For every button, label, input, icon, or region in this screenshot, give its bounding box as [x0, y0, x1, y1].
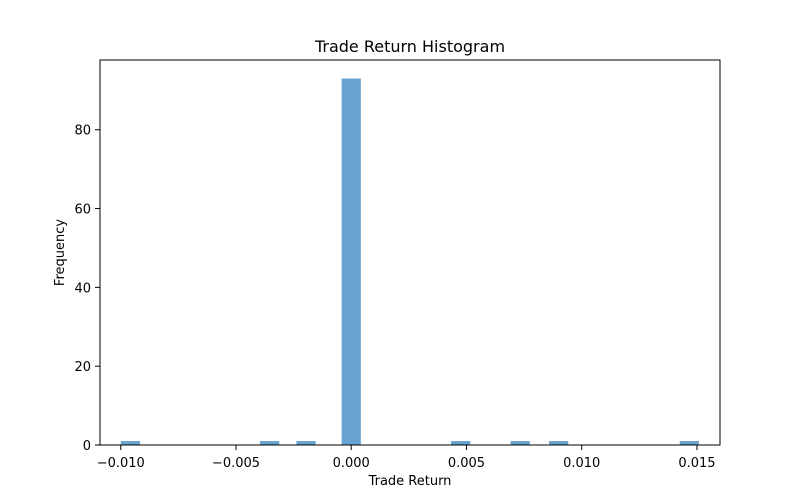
x-tick-label-0: −0.010: [97, 456, 145, 471]
x-tick-label-4: 0.010: [563, 456, 600, 471]
histogram-bar-4: [451, 441, 471, 445]
histogram-bar-7: [679, 441, 699, 445]
x-tick-label-1: −0.005: [212, 456, 260, 471]
x-axis-label: Trade Return: [368, 474, 452, 489]
x-tick-label-3: 0.005: [448, 456, 485, 471]
y-tick-label-0: 0: [83, 439, 91, 454]
histogram-bar-1: [260, 441, 280, 445]
y-tick-label-4: 80: [74, 124, 91, 139]
y-axis-label: Frequency: [53, 219, 68, 286]
y-tick-label-1: 20: [74, 360, 91, 375]
y-axis: 0 20 40 60 80: [74, 124, 100, 454]
plot-frame: [99, 59, 721, 446]
histogram-bar-6: [549, 441, 569, 445]
x-tick-label-2: 0.000: [333, 456, 370, 471]
x-axis: −0.010 −0.005 0.000 0.005 0.010 0.015: [97, 445, 716, 471]
bars-group: [120, 78, 699, 446]
chart-title: Trade Return Histogram: [314, 37, 505, 56]
histogram-bar-0: [120, 441, 141, 445]
histogram-bar-3: [341, 78, 361, 446]
histogram-bar-5: [510, 441, 530, 445]
y-tick-label-3: 60: [74, 203, 91, 218]
x-tick-label-5: 0.015: [678, 456, 715, 471]
histogram-bar-2: [296, 441, 316, 445]
y-tick-label-2: 40: [74, 281, 91, 296]
